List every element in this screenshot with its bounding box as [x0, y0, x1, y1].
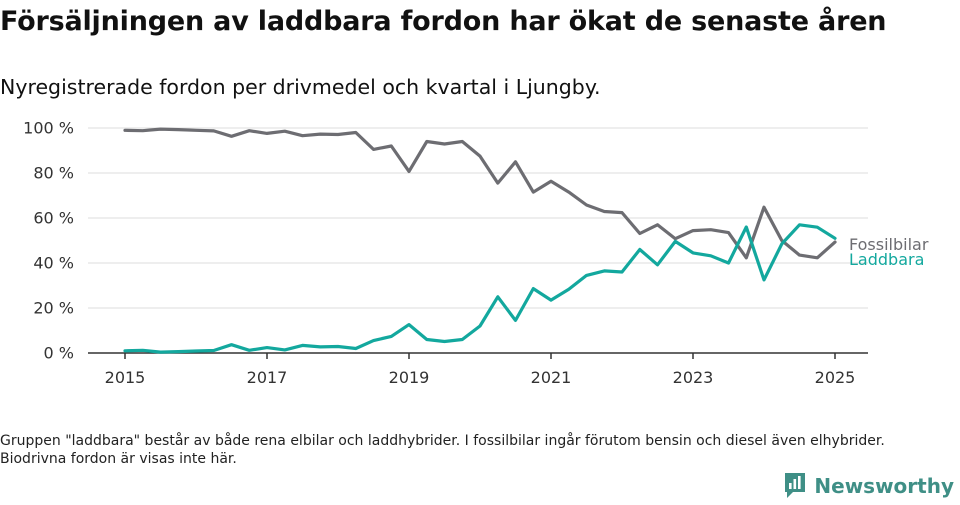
y-tick-label: 0 % — [44, 344, 74, 363]
y-axis-tick-labels: 0 % 20 % 40 % 60 % 80 % 100 % — [23, 119, 74, 363]
x-tick-label: 2025 — [815, 368, 856, 387]
footnote: Gruppen "laddbara" består av både rena e… — [0, 433, 885, 467]
y-tick-label: 60 % — [33, 209, 74, 228]
series-lines — [123, 127, 837, 354]
brand-name: Newsworthy — [814, 473, 954, 498]
x-axis: 2015 2017 2019 2021 2023 2025 — [88, 352, 868, 387]
chart-title: Försäljningen av laddbara fordon har öka… — [0, 6, 887, 37]
x-tick-label: 2023 — [673, 368, 714, 387]
chart-subtitle: Nyregistrerade fordon per drivmedel och … — [0, 75, 601, 99]
y-tick-label: 20 % — [33, 299, 74, 318]
series-label-laddbara: Laddbara — [849, 250, 924, 269]
x-tick-label: 2019 — [389, 368, 430, 387]
gridlines — [88, 127, 868, 309]
series-line-laddbara — [123, 223, 837, 354]
y-tick-label: 40 % — [33, 254, 74, 273]
x-tick-label: 2017 — [247, 368, 288, 387]
x-tick-label: 2015 — [105, 368, 146, 387]
y-tick-label: 80 % — [33, 164, 74, 183]
x-tick-label: 2021 — [531, 368, 572, 387]
newsworthy-logo-icon — [785, 473, 806, 498]
brand-logo: Newsworthy — [783, 472, 954, 499]
series-line-fossilbilar — [123, 127, 837, 260]
series-label-fossilbilar: Fossilbilar — [849, 235, 929, 254]
y-tick-label: 100 % — [23, 119, 74, 138]
